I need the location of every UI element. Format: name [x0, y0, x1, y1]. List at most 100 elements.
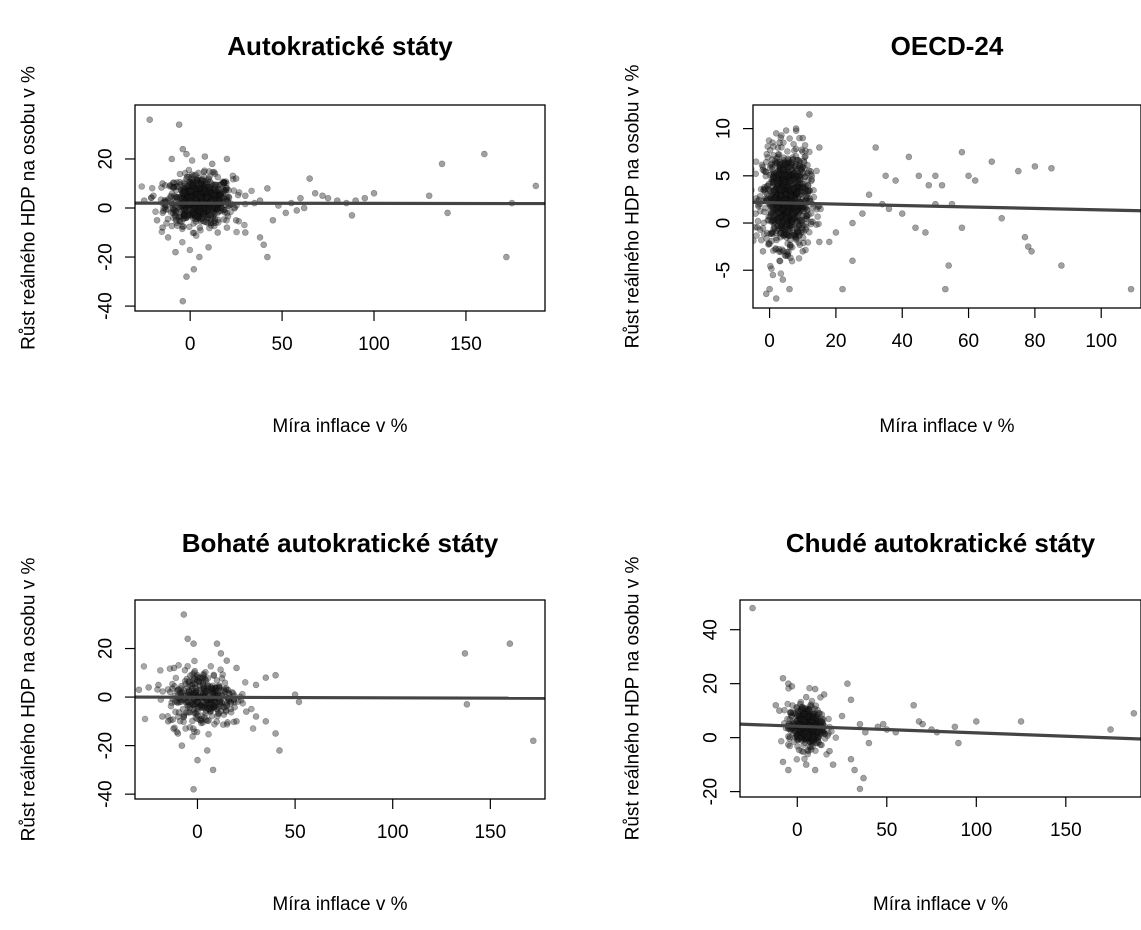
data-point	[324, 194, 332, 202]
data-point	[803, 192, 810, 199]
data-point	[201, 167, 208, 174]
data-point	[231, 703, 238, 711]
data-point	[763, 235, 770, 242]
x-tick-label: 150	[450, 334, 482, 355]
data-point	[229, 175, 237, 183]
data-point	[786, 285, 793, 293]
data-point	[784, 733, 792, 740]
data-point	[780, 180, 788, 188]
data-point	[788, 172, 795, 180]
data-point	[780, 232, 787, 239]
data-point	[781, 173, 789, 181]
data-point	[190, 706, 198, 713]
data-point	[807, 218, 815, 226]
data-point	[172, 248, 179, 256]
data-point	[791, 710, 798, 717]
data-point	[791, 169, 798, 176]
data-point	[809, 737, 816, 745]
data-point	[774, 206, 782, 214]
data-point	[178, 742, 186, 749]
data-point	[185, 189, 192, 197]
data-point	[922, 229, 929, 236]
data-point	[780, 224, 787, 232]
data-point	[768, 217, 776, 225]
data-point	[785, 172, 793, 179]
data-point	[188, 191, 196, 199]
data-point	[776, 175, 784, 183]
data-point	[769, 177, 777, 184]
data-point	[785, 206, 792, 213]
data-point	[189, 205, 197, 212]
data-point	[189, 680, 197, 688]
data-point	[781, 169, 789, 177]
data-point	[803, 714, 810, 722]
data-point	[229, 172, 237, 180]
data-point	[793, 732, 800, 740]
data-point	[190, 674, 198, 681]
data-point	[191, 680, 199, 688]
data-point	[776, 208, 784, 216]
data-point	[164, 718, 172, 725]
data-point	[181, 212, 189, 220]
data-point	[778, 214, 785, 222]
data-point	[794, 170, 802, 177]
data-point	[777, 270, 785, 277]
data-point	[199, 193, 206, 201]
x-tick-label: 20	[825, 331, 846, 352]
data-point	[179, 191, 187, 199]
data-point	[792, 232, 799, 239]
data-point	[192, 687, 200, 695]
data-point	[210, 208, 217, 216]
data-point	[792, 127, 800, 135]
data-point	[783, 183, 790, 190]
data-point	[189, 179, 197, 187]
data-point	[783, 248, 791, 256]
data-point	[782, 184, 790, 192]
data-point	[793, 189, 801, 196]
data-point	[195, 211, 203, 218]
data-point	[202, 211, 210, 219]
data-point	[198, 179, 205, 187]
data-point	[818, 715, 826, 723]
data-point	[206, 708, 214, 715]
data-point	[215, 219, 222, 226]
data-point	[178, 190, 186, 197]
data-point	[772, 171, 780, 179]
data-point	[793, 206, 801, 214]
data-point	[801, 205, 808, 213]
data-point	[188, 212, 196, 220]
data-point	[217, 207, 225, 215]
data-point	[770, 219, 778, 227]
data-point	[208, 700, 215, 707]
data-point	[766, 186, 773, 194]
data-point	[781, 161, 789, 169]
data-point	[178, 682, 185, 690]
data-point	[184, 702, 191, 709]
data-point	[783, 209, 791, 217]
data-point	[774, 144, 782, 152]
data-point	[802, 173, 809, 180]
data-point	[529, 737, 537, 745]
data-point	[804, 746, 812, 754]
data-point	[768, 170, 775, 178]
data-point	[793, 172, 801, 180]
data-point	[794, 707, 802, 714]
data-point	[807, 732, 814, 739]
data-point	[793, 182, 801, 190]
data-point	[195, 212, 202, 220]
data-point	[792, 192, 799, 199]
x-tick-label: 0	[792, 820, 803, 841]
data-point	[794, 710, 802, 718]
data-point	[179, 185, 187, 193]
data-point	[222, 184, 230, 192]
data-point	[211, 205, 218, 212]
data-point	[193, 212, 201, 220]
data-point	[194, 705, 202, 712]
data-point	[794, 736, 802, 744]
data-point	[786, 190, 793, 197]
plot-frame	[752, 104, 1141, 309]
data-point	[793, 225, 800, 232]
data-point	[774, 185, 781, 192]
data-point	[821, 735, 829, 742]
data-point	[311, 189, 319, 197]
